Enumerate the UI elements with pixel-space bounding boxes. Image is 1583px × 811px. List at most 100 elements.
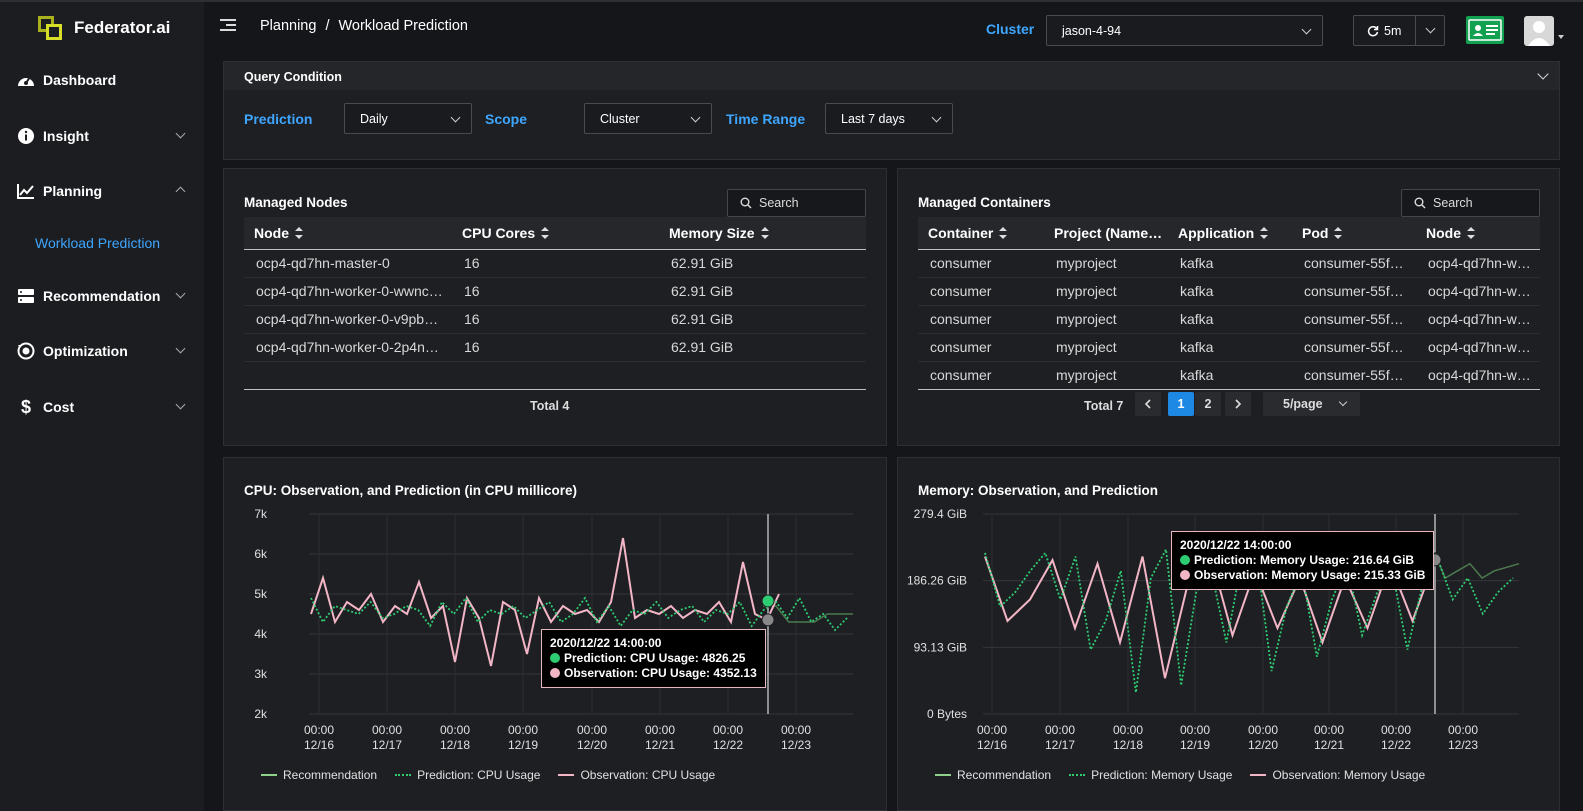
table-row[interactable]: consumer myproject kafka consumer-55f… ocp4-… [918, 305, 1540, 334]
query-condition-header[interactable]: Query Condition [224, 62, 1559, 90]
chevron-down-icon [690, 112, 701, 122]
containers-table: Container Project (Name… Application Pod… [918, 217, 1540, 390]
cell: 62.91 GiB [659, 277, 866, 306]
legend-item-observation[interactable]: Observation: Memory Usage [1250, 768, 1425, 782]
prediction-select[interactable]: Daily [344, 103, 472, 134]
x-tick-label: 12/16 [304, 738, 334, 752]
table-row[interactable]: consumer myproject kafka consumer-55f… ocp4-… [918, 361, 1540, 390]
memory-chart[interactable]: 279.4 GiB 186.26 GiB 93.13 GiB 0 Bytes 00:00… [897, 457, 1560, 757]
observation-dot-icon [1180, 570, 1190, 580]
nodes-total: Total 4 [530, 399, 570, 413]
column-header-application[interactable]: Application [1168, 217, 1292, 250]
x-tick-label: 12/18 [1113, 738, 1143, 752]
column-header-container[interactable]: Container [918, 217, 1044, 250]
brand-logo[interactable]: Federator.ai [38, 14, 170, 42]
series-line-prediction [310, 596, 848, 632]
info-icon [16, 126, 36, 146]
tooltip-observation: Observation: Memory Usage: 215.33 GiB [1194, 568, 1426, 582]
table-footer-divider [244, 389, 866, 390]
table-header-row: Container Project (Name… Application Pod… [918, 217, 1540, 250]
cell: consumer-55f… [1292, 277, 1416, 306]
column-header-node[interactable]: Node [1416, 217, 1540, 250]
x-tick-label: 12/21 [1314, 738, 1344, 752]
chevron-down-icon [450, 112, 461, 122]
sidebar-item-cost[interactable]: $ Cost [16, 395, 188, 419]
legend-item-prediction[interactable]: Prediction: Memory Usage [1069, 768, 1232, 782]
chevron-down-icon[interactable] [1425, 23, 1436, 34]
sidebar: Federator.ai Dashboard Insight Planning … [0, 0, 204, 811]
legend-item-observation[interactable]: Observation: CPU Usage [558, 768, 715, 782]
y-tick-label: 6k [254, 547, 268, 561]
cluster-select[interactable]: jason-4-94 [1046, 15, 1323, 46]
y-tick-label: 186.26 GiB [907, 574, 967, 588]
sidebar-subitem-workload-prediction[interactable]: Workload Prediction [35, 235, 161, 251]
sort-icon[interactable] [999, 226, 1008, 239]
license-card-icon[interactable] [1466, 16, 1504, 44]
prediction-dot-icon [1180, 555, 1190, 565]
refresh-interval-select[interactable]: 5m [1353, 15, 1445, 46]
tooltip-prediction: Prediction: CPU Usage: 4826.25 [564, 651, 746, 665]
sidebar-item-dashboard[interactable]: Dashboard [16, 68, 188, 92]
sidebar-item-planning[interactable]: Planning [16, 179, 188, 203]
sidebar-item-label: Recommendation [43, 288, 161, 304]
page-size-select[interactable]: 5/page [1263, 392, 1360, 416]
cell: consumer [918, 333, 1044, 362]
column-header-project[interactable]: Project (Name… [1044, 217, 1168, 250]
sidebar-item-insight[interactable]: Insight [16, 124, 188, 148]
caret-down-icon[interactable] [1558, 35, 1564, 39]
column-header-cpu-cores[interactable]: CPU Cores [452, 217, 659, 250]
table-row[interactable]: ocp4-qd7hn-worker-0-v9pb… 16 62.91 GiB [244, 305, 866, 334]
table-row[interactable]: consumer myproject kafka consumer-55f… ocp4-… [918, 277, 1540, 306]
tooltip-observation: Observation: CPU Usage: 4352.13 [564, 666, 757, 680]
page-button-2[interactable]: 2 [1195, 392, 1221, 416]
y-tick-label: 3k [254, 667, 268, 681]
sidebar-item-optimization[interactable]: Optimization [16, 339, 188, 363]
table-row[interactable]: consumer myproject kafka consumer-55f… ocp4-… [918, 333, 1540, 362]
nodes-search-input[interactable]: Search [727, 189, 866, 217]
sort-icon[interactable] [295, 226, 303, 239]
prev-page-button[interactable] [1135, 392, 1161, 416]
legend-item-prediction[interactable]: Prediction: CPU Usage [395, 768, 540, 782]
cell: consumer-55f… [1292, 249, 1416, 278]
cpu-chart-title: CPU: Observation, and Prediction (in CPU… [244, 483, 578, 498]
x-tick-label: 12/21 [645, 738, 675, 752]
sort-icon[interactable] [1260, 226, 1269, 239]
table-footer-divider [918, 389, 1540, 390]
sort-icon[interactable] [760, 226, 769, 239]
scope-select[interactable]: Cluster [584, 103, 712, 134]
legend-item-recommendation[interactable]: Recommendation [935, 768, 1051, 782]
x-tick-label: 00:00 [508, 723, 538, 737]
cell: ocp4-qd7hn-w… [1416, 249, 1540, 278]
legend-label: Recommendation [957, 768, 1052, 782]
cell: 16 [452, 333, 659, 362]
cpu-chart-legend: Recommendation Prediction: CPU Usage Obs… [261, 768, 715, 782]
page-button-1[interactable]: 1 [1168, 392, 1194, 416]
legend-label: Prediction: Memory Usage [1091, 768, 1233, 782]
legend-label: Observation: Memory Usage [1272, 768, 1426, 782]
column-header-pod[interactable]: Pod [1292, 217, 1416, 250]
table-row[interactable]: consumer myproject kafka consumer-55f… ocp4-… [918, 249, 1540, 278]
menu-toggle-icon[interactable] [220, 19, 236, 33]
sort-icon[interactable] [1467, 226, 1475, 239]
next-page-button[interactable] [1225, 392, 1251, 416]
sidebar-item-label: Optimization [43, 343, 128, 359]
table-row[interactable]: ocp4-qd7hn-worker-0-wwnc… 16 62.91 GiB [244, 277, 866, 306]
containers-search-input[interactable]: Search [1401, 189, 1540, 217]
breadcrumb-planning[interactable]: Planning [260, 18, 317, 34]
sort-icon[interactable] [1334, 226, 1343, 239]
sidebar-item-recommendation[interactable]: Recommendation [16, 284, 188, 308]
table-row[interactable]: ocp4-qd7hn-worker-0-2p4n… 16 62.91 GiB [244, 333, 866, 362]
refresh-button[interactable]: 5m [1367, 24, 1401, 38]
chevron-down-icon[interactable] [1537, 68, 1549, 80]
chevron-down-icon [1338, 397, 1348, 407]
user-avatar[interactable] [1524, 16, 1554, 46]
column-header-node[interactable]: Node [244, 217, 452, 250]
time-range-select[interactable]: Last 7 days [825, 103, 953, 134]
sort-icon[interactable] [541, 226, 550, 239]
table-row[interactable]: ocp4-qd7hn-master-0 16 62.91 GiB [244, 249, 866, 278]
cpu-chart[interactable]: 7k6k5k4k3k2k00:0012/1600:0012/1700:0012/… [223, 457, 887, 757]
legend-item-recommendation[interactable]: Recommendation [261, 768, 377, 782]
column-header-memory-size[interactable]: Memory Size [659, 217, 866, 250]
x-tick-label: 12/20 [577, 738, 607, 752]
top-header: Planning / Workload Prediction Cluster jas… [204, 0, 1583, 56]
